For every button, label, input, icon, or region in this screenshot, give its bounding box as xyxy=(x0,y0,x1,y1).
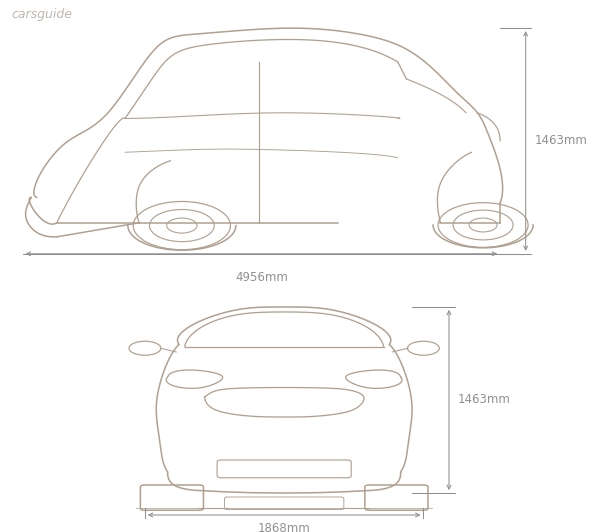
Text: 1868mm: 1868mm xyxy=(258,522,311,532)
Text: 4956mm: 4956mm xyxy=(235,271,288,284)
Text: carsguide: carsguide xyxy=(11,9,72,21)
Text: 1463mm: 1463mm xyxy=(534,135,587,147)
Text: 1463mm: 1463mm xyxy=(458,394,510,406)
